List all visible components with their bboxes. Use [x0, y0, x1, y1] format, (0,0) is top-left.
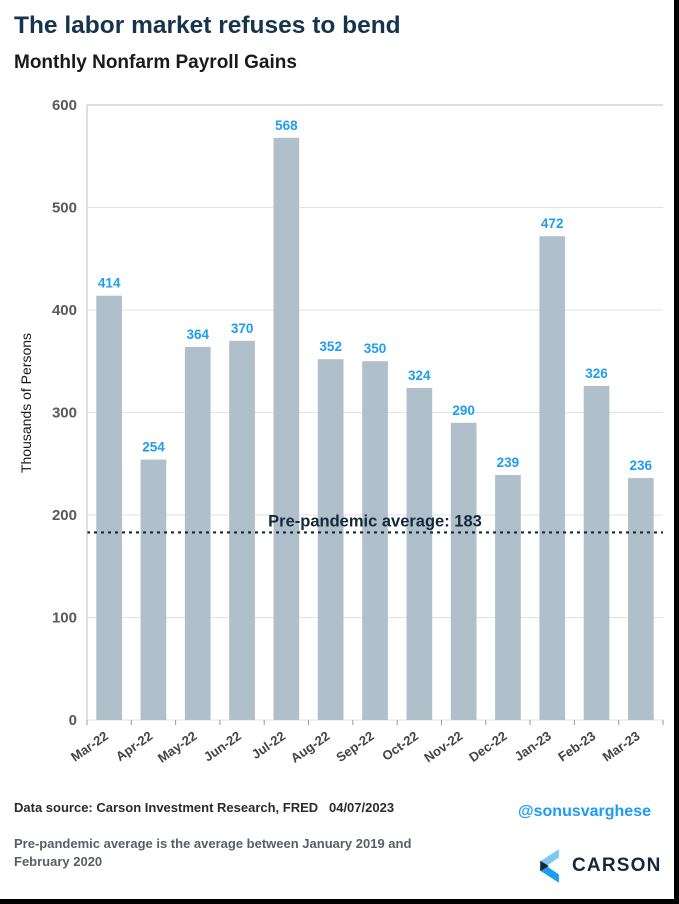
svg-text:254: 254	[142, 440, 165, 455]
svg-text:352: 352	[319, 339, 342, 354]
svg-text:370: 370	[231, 321, 254, 336]
svg-text:414: 414	[98, 276, 121, 291]
svg-text:239: 239	[497, 455, 520, 470]
svg-text:472: 472	[541, 216, 564, 231]
svg-text:Nov-22: Nov-22	[421, 728, 465, 765]
svg-text:Mar-22: Mar-22	[68, 728, 111, 764]
svg-text:350: 350	[364, 341, 387, 356]
svg-text:600: 600	[52, 97, 77, 114]
svg-text:400: 400	[52, 302, 77, 319]
svg-text:364: 364	[187, 327, 210, 342]
svg-text:Pre-pandemic average: 183: Pre-pandemic average: 183	[268, 513, 482, 531]
svg-text:Jul-22: Jul-22	[249, 728, 288, 762]
svg-text:Jan-23: Jan-23	[512, 728, 554, 764]
svg-text:236: 236	[630, 458, 653, 473]
svg-text:300: 300	[52, 405, 77, 422]
svg-text:Apr-22: Apr-22	[113, 728, 155, 764]
svg-text:568: 568	[275, 118, 298, 133]
svg-text:May-22: May-22	[155, 728, 200, 766]
svg-text:200: 200	[52, 507, 77, 524]
svg-text:500: 500	[52, 200, 77, 217]
svg-text:Jun-22: Jun-22	[201, 728, 244, 764]
svg-text:Dec-22: Dec-22	[466, 728, 510, 765]
svg-text:0: 0	[69, 712, 77, 729]
svg-text:Feb-23: Feb-23	[555, 728, 598, 764]
svg-text:Sep-22: Sep-22	[333, 728, 377, 765]
svg-text:324: 324	[408, 368, 431, 383]
svg-text:Oct-22: Oct-22	[379, 728, 421, 763]
svg-text:Aug-22: Aug-22	[288, 728, 333, 766]
svg-text:Mar-23: Mar-23	[600, 728, 643, 764]
svg-text:290: 290	[452, 403, 475, 418]
svg-text:326: 326	[585, 366, 608, 381]
svg-text:100: 100	[52, 610, 77, 627]
